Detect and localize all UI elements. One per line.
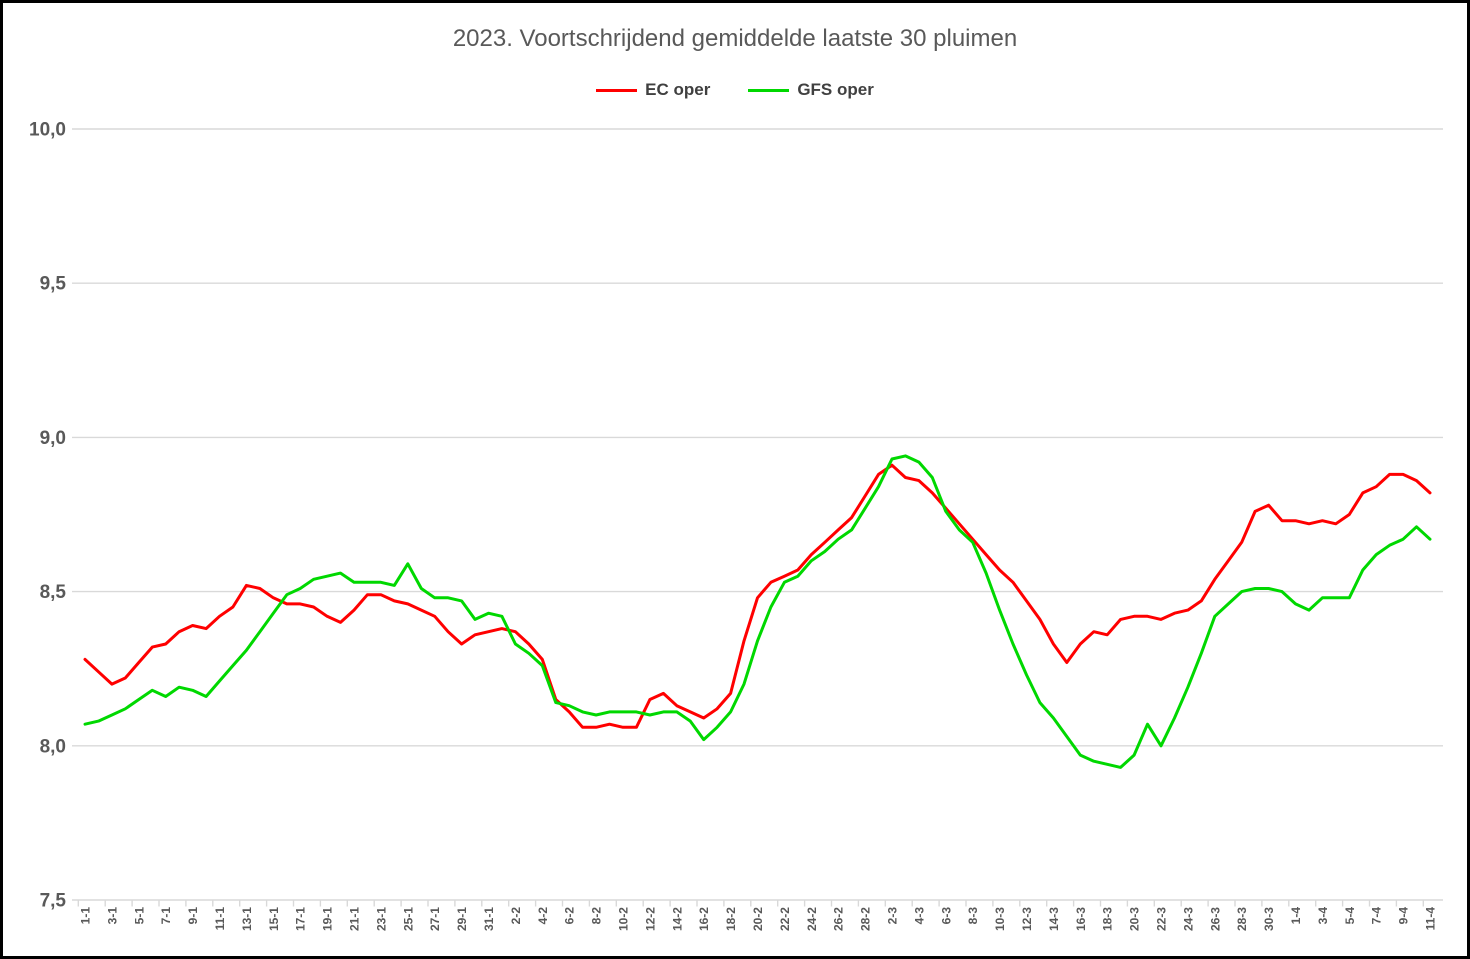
y-tick-label: 8,5 (40, 582, 67, 603)
x-tick-label: 8-2 (590, 907, 604, 925)
legend-line-swatch-gfs (748, 88, 790, 92)
x-tick-label: 15-1 (267, 907, 281, 931)
y-tick-label: 8,0 (40, 736, 66, 757)
x-tick-label: 29-1 (455, 907, 469, 931)
x-tick-label: 11-4 (1424, 907, 1438, 931)
legend-label-ec-oper: EC oper (645, 80, 711, 99)
x-tick-label: 17-1 (294, 907, 308, 931)
y-tick-label: 7,5 (40, 891, 67, 912)
x-tick-label: 20-3 (1128, 907, 1142, 931)
x-tick-label: 3-1 (105, 907, 119, 925)
x-tick-label: 13-1 (240, 907, 254, 931)
x-tick-label: 26-2 (832, 907, 846, 931)
x-tick-label: 10-2 (617, 907, 631, 931)
x-tick-label: 2-2 (509, 907, 523, 925)
y-tick-label: 10,0 (29, 120, 66, 141)
x-tick-label: 18-2 (724, 907, 738, 931)
x-tick-label: 1-1 (79, 907, 93, 925)
x-tick-label: 7-1 (159, 907, 173, 925)
x-tick-label: 6-2 (563, 907, 577, 925)
legend-item-ec-oper: EC oper (596, 80, 710, 100)
x-tick-label: 24-2 (805, 907, 819, 931)
x-tick-label: 12-2 (643, 907, 657, 931)
x-tick-label: 5-1 (132, 907, 146, 925)
x-tick-label: 28-2 (859, 907, 873, 931)
x-tick-label: 21-1 (348, 907, 362, 931)
chart-title: 2023. Voortschrijdend gemiddelde laatste… (452, 25, 1018, 52)
x-tick-label: 5-4 (1343, 907, 1357, 925)
x-tick-label: 28-3 (1235, 907, 1249, 931)
x-tick-label: 16-3 (1074, 907, 1088, 931)
x-tick-label: 24-3 (1181, 907, 1195, 931)
x-tick-label: 23-1 (374, 907, 388, 931)
x-tick-label: 20-2 (751, 907, 765, 931)
series-line-gfs-oper (83, 454, 1432, 769)
y-tick-label: 9,5 (40, 274, 67, 295)
x-tick-label: 19-1 (321, 907, 335, 931)
x-tick-label: 4-2 (536, 907, 550, 925)
plot-area: 10,0 9,5 9,0 8,5 8,0 7,5 1-1 3-1 5-1 7-1 9-1 11-1 13… (29, 120, 1443, 931)
x-tick-label: 26-3 (1208, 907, 1222, 931)
x-tick-label: 12-3 (1020, 907, 1034, 931)
x-tick-label: 18-3 (1101, 907, 1115, 931)
x-tick-label: 11-1 (213, 907, 227, 931)
x-tick-label: 2-3 (886, 907, 900, 925)
legend-label-gfs-oper: GFS oper (797, 80, 874, 99)
x-tick-label: 6-3 (939, 907, 953, 925)
x-tick-label: 10-3 (993, 907, 1007, 931)
x-tick-label: 8-3 (966, 907, 980, 925)
x-tick-label: 9-1 (186, 907, 200, 925)
x-tick-label: 30-3 (1262, 907, 1276, 931)
x-tick-label: 22-2 (778, 907, 792, 931)
x-tick-label: 31-1 (482, 907, 496, 931)
legend-line-swatch-ec (596, 88, 638, 92)
legend-item-gfs-oper: GFS oper (748, 80, 874, 100)
x-tick-label: 16-2 (697, 907, 711, 931)
x-tick-label: 9-4 (1397, 907, 1411, 925)
x-tick-label: 7-4 (1370, 907, 1384, 925)
x-tick-label: 1-4 (1289, 907, 1303, 925)
x-tick-label: 27-1 (428, 907, 442, 931)
x-tick-label: 22-3 (1155, 907, 1169, 931)
x-tick-label: 14-2 (670, 907, 684, 931)
x-tick-label: 25-1 (401, 907, 415, 931)
y-tick-label: 9,0 (40, 428, 66, 449)
chart-legend: EC oper GFS oper (3, 80, 1467, 100)
x-tick-label: 3-4 (1316, 907, 1330, 925)
x-tick-label: 4-3 (912, 907, 926, 925)
x-tick-label: 14-3 (1047, 907, 1061, 931)
series-line-ec-oper (83, 463, 1432, 729)
